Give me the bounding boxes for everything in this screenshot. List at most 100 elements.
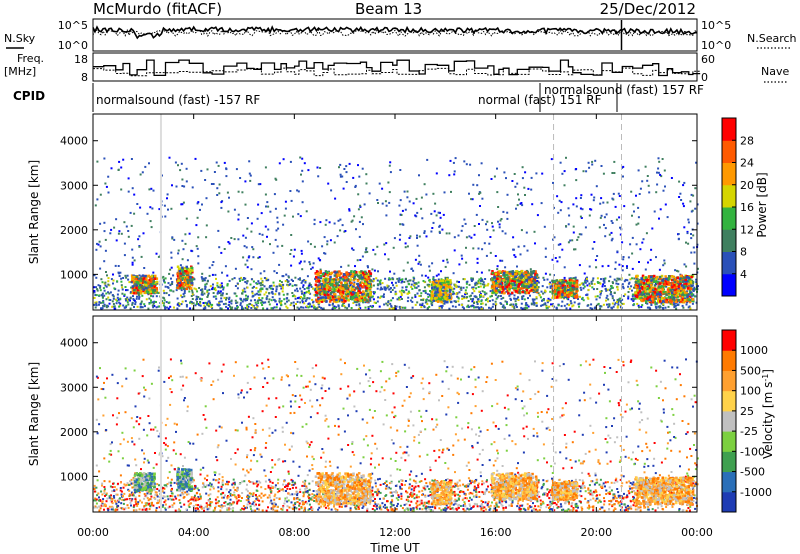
echo-point xyxy=(535,273,539,277)
echo-point xyxy=(415,282,418,285)
echo-point xyxy=(570,287,573,291)
echo-point xyxy=(491,278,494,281)
echo-point xyxy=(438,305,441,308)
echo-point xyxy=(686,230,689,233)
echo-point xyxy=(693,288,696,291)
echo-point xyxy=(423,281,426,284)
echo-point xyxy=(603,281,606,284)
echo-point xyxy=(672,303,675,306)
echo-point xyxy=(395,305,398,308)
echo-point xyxy=(297,278,300,281)
echo-point xyxy=(354,184,357,187)
echo-point xyxy=(372,291,375,293)
echo-point xyxy=(230,302,233,305)
echo-point xyxy=(692,246,695,249)
echo-point xyxy=(551,279,554,283)
echo-point xyxy=(303,294,306,297)
echo-point xyxy=(480,306,483,309)
echo-point xyxy=(685,265,688,268)
echo-point xyxy=(303,297,306,300)
echo-point xyxy=(537,292,540,295)
beam-title: Beam 13 xyxy=(355,0,422,18)
echo-point xyxy=(331,283,334,286)
echo-point xyxy=(453,287,456,290)
echo-point xyxy=(478,223,480,225)
echo-point xyxy=(122,277,125,279)
echo-point xyxy=(553,290,557,293)
echo-point xyxy=(383,287,386,290)
echo-point xyxy=(391,297,394,300)
echo-point xyxy=(279,279,281,282)
echo-point xyxy=(616,288,619,291)
echo-point xyxy=(450,190,452,193)
echo-point xyxy=(506,289,510,292)
echo-point xyxy=(194,157,197,160)
echo-point xyxy=(502,273,506,277)
echo-point xyxy=(550,303,552,306)
echo-point xyxy=(105,285,108,288)
echo-point xyxy=(189,272,193,275)
echo-point xyxy=(244,236,247,239)
echo-point xyxy=(453,283,456,286)
echo-point xyxy=(195,224,198,227)
echo-point xyxy=(606,288,609,291)
echo-point xyxy=(302,286,304,289)
echo-point xyxy=(265,298,268,301)
echo-point xyxy=(473,290,476,293)
echo-point xyxy=(621,298,624,301)
echo-point xyxy=(275,178,278,181)
echo-point xyxy=(549,273,552,276)
echo-point xyxy=(163,299,166,302)
echo-point xyxy=(317,175,320,178)
echo-point xyxy=(135,284,138,287)
echo-point xyxy=(569,239,572,242)
echo-point xyxy=(204,285,207,288)
echo-point xyxy=(251,292,254,295)
echo-point xyxy=(338,273,342,276)
echo-point xyxy=(590,282,593,285)
echo-point xyxy=(448,288,452,292)
echo-point xyxy=(355,228,357,231)
echo-point xyxy=(355,300,358,304)
echo-point xyxy=(204,301,207,304)
echo-point xyxy=(398,290,401,293)
echo-point xyxy=(589,307,592,310)
echo-point xyxy=(558,256,561,259)
echo-point xyxy=(184,242,187,245)
echo-point xyxy=(133,212,136,215)
echo-point xyxy=(275,306,278,309)
echo-point xyxy=(531,283,534,286)
echo-point xyxy=(147,275,150,278)
echo-point xyxy=(567,223,570,226)
echo-point xyxy=(588,282,591,285)
echo-point xyxy=(273,270,276,273)
echo-point xyxy=(282,283,285,286)
echo-point xyxy=(438,288,442,291)
echo-point xyxy=(320,298,323,301)
echo-point xyxy=(420,306,423,309)
echo-point xyxy=(140,300,143,303)
echo-point xyxy=(150,294,152,297)
echo-point xyxy=(521,283,525,286)
echo-point xyxy=(697,267,699,270)
echo-point xyxy=(416,211,419,214)
echo-point xyxy=(217,286,220,289)
echo-point xyxy=(352,249,355,251)
echo-point xyxy=(312,300,315,303)
echo-point xyxy=(250,304,253,306)
echo-point xyxy=(586,276,588,279)
echo-point xyxy=(477,281,480,284)
echo-point xyxy=(133,284,136,287)
echo-point xyxy=(172,290,175,293)
echo-point xyxy=(146,291,149,295)
echo-point xyxy=(190,279,193,282)
echo-point xyxy=(190,266,193,270)
date-title: 25/Dec/2012 xyxy=(600,0,696,18)
echo-point xyxy=(163,204,166,207)
echo-point xyxy=(252,305,255,308)
echo-point xyxy=(384,277,387,280)
echo-point xyxy=(449,279,452,282)
echo-point xyxy=(604,227,607,230)
echo-point xyxy=(250,268,253,271)
echo-point xyxy=(588,284,591,287)
